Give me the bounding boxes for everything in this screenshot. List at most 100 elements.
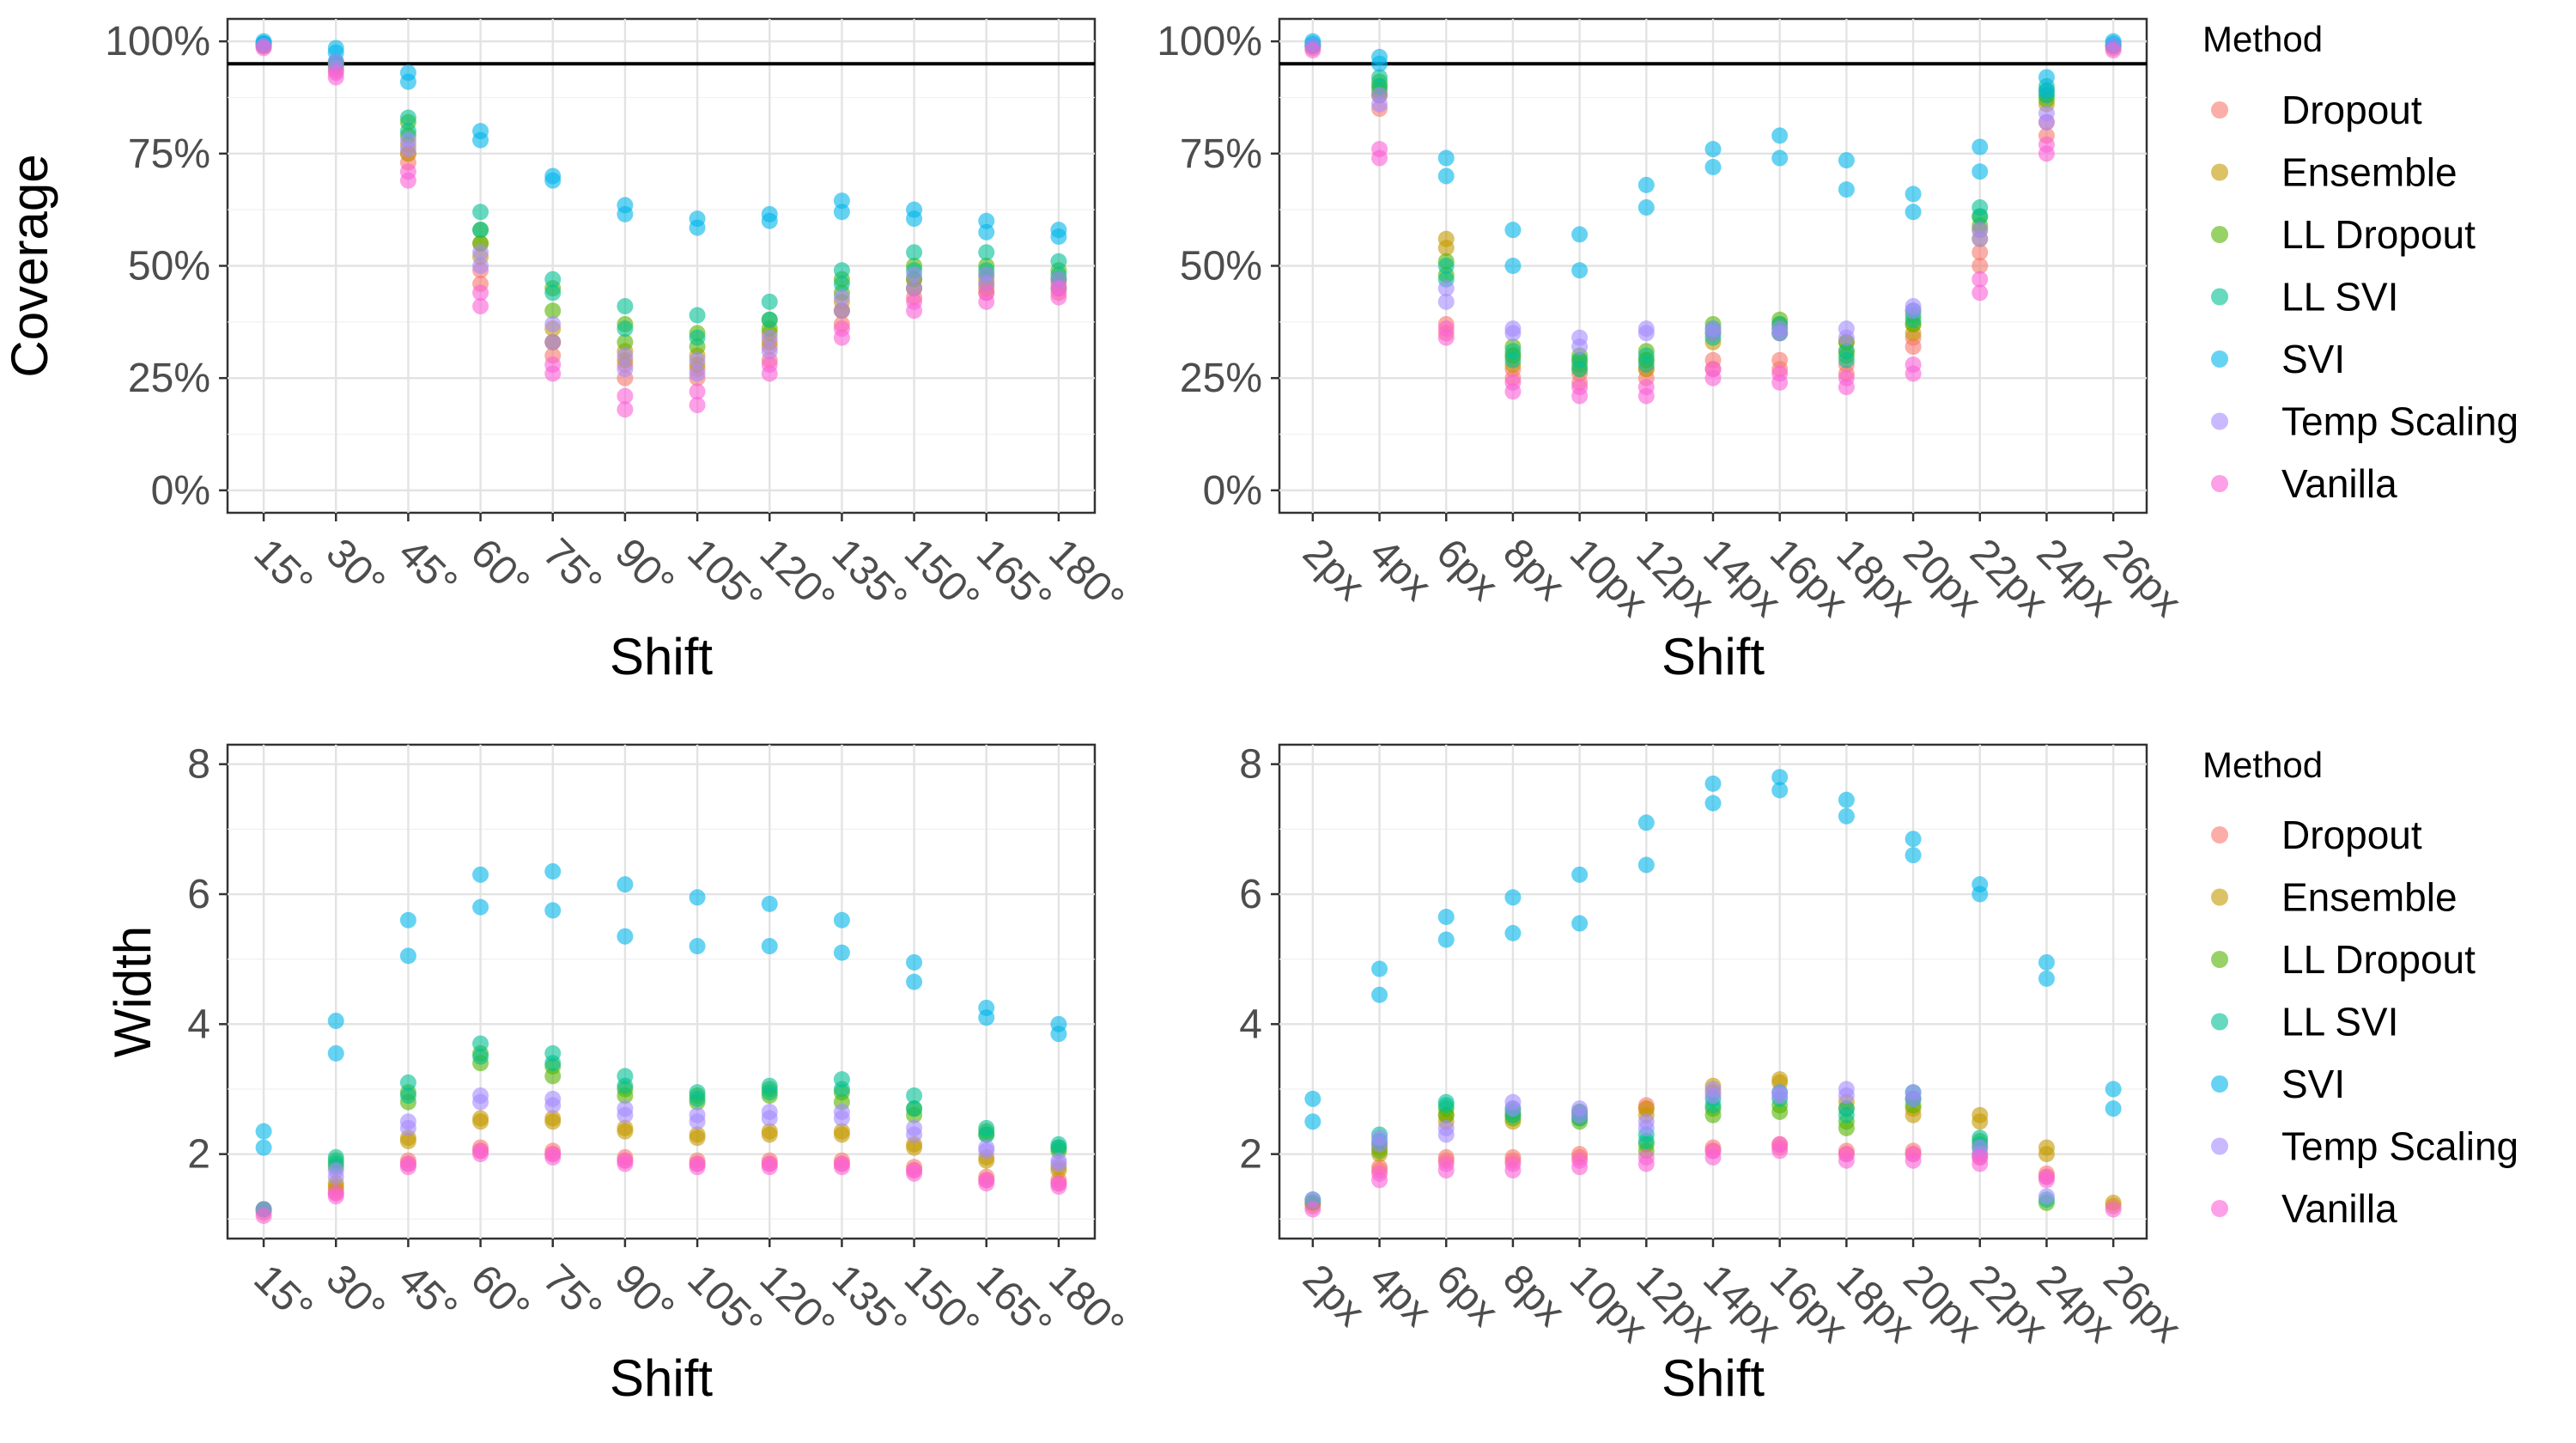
data-point: [1437, 1155, 1455, 1172]
data-point: [906, 293, 923, 310]
data-point: [1704, 141, 1722, 158]
data-point: [1437, 167, 1455, 185]
data-point: [1571, 379, 1589, 396]
data-point: [1704, 795, 1722, 812]
data-point: [906, 953, 923, 971]
data-point: [1571, 262, 1589, 279]
data-point: [1771, 351, 1789, 368]
data-point: [906, 244, 923, 261]
legend-label: SVI: [2281, 337, 2345, 381]
legend-label: LL Dropout: [2281, 937, 2476, 982]
data-point: [2038, 970, 2055, 987]
y-tick-label: 4: [187, 1002, 210, 1047]
data-point: [1371, 87, 1388, 104]
legend-item: Ensemble: [2211, 150, 2458, 195]
data-point: [1905, 831, 1922, 848]
data-point: [544, 333, 562, 350]
data-point: [2038, 1139, 2055, 1156]
data-point: [761, 938, 778, 955]
y-tick-label: 6: [1239, 872, 1262, 917]
data-point: [1571, 226, 1589, 243]
x-axis-title: Shift: [1662, 628, 1765, 685]
data-point: [1437, 149, 1455, 167]
data-point: [1050, 1152, 1067, 1169]
data-point: [833, 275, 850, 292]
data-point: [544, 302, 562, 320]
legend-key: [2211, 163, 2228, 181]
panel-width-translation: 2 4 6 8 2px4px6px8px10px12px14px16px18px20px…: [1239, 742, 2190, 1407]
data-point: [1971, 199, 1989, 216]
data-point: [761, 329, 778, 346]
data-point: [1771, 127, 1789, 144]
data-point: [1637, 814, 1655, 831]
data-point: [833, 320, 850, 338]
data-point: [617, 401, 634, 418]
data-point: [327, 1184, 344, 1202]
data-point: [1905, 204, 1922, 221]
x-tick-label: 30°: [317, 530, 393, 606]
data-point: [1905, 1146, 1922, 1163]
x-tick-label: 60°: [462, 530, 538, 606]
x-tick-label: 45°: [390, 1256, 466, 1332]
legend-item: SVI: [2211, 1062, 2345, 1106]
data-point: [544, 271, 562, 288]
y-tick-label: 8: [1239, 742, 1262, 788]
data-point: [617, 1068, 634, 1085]
data-point: [1504, 222, 1522, 239]
legend-label: Ensemble: [2281, 150, 2458, 195]
data-point: [2038, 69, 2055, 86]
data-point: [761, 212, 778, 229]
x-tick-label: 135°: [823, 530, 916, 623]
x-tick-label: 8px: [1494, 530, 1573, 609]
x-tick-label: 15°: [245, 530, 321, 606]
data-point: [1905, 298, 1922, 315]
data-point: [1504, 374, 1522, 391]
legend: Method Dropout Ensemble LL Dropout LL SVI SVI…: [2202, 19, 2518, 506]
data-point: [1304, 1090, 1321, 1107]
x-axis: 2px4px6px8px10px12px14px16px18px20px22px…: [1294, 513, 2190, 625]
y-tick-label: 2: [1239, 1132, 1262, 1178]
data-point: [1050, 253, 1067, 270]
data-point: [761, 293, 778, 310]
data-point: [1371, 986, 1388, 1003]
data-point: [399, 1113, 416, 1130]
data-point: [761, 1077, 778, 1094]
data-point: [399, 911, 416, 929]
data-point: [978, 1139, 995, 1156]
data-point: [1504, 258, 1522, 274]
data-point: [978, 284, 995, 301]
data-point: [1971, 271, 1989, 288]
legend-item: Temp Scaling: [2211, 1124, 2518, 1169]
data-point: [1838, 152, 1855, 169]
data-point: [833, 289, 850, 306]
data-point: [1504, 1093, 1522, 1111]
data-point: [1504, 889, 1522, 906]
data-point: [1371, 1129, 1388, 1147]
data-point: [689, 383, 706, 400]
data-point: [761, 356, 778, 373]
panel-width-rotation: 2 4 6 8 15°30°45°60°75°90°105°120°135°150°16…: [104, 742, 1133, 1407]
data-point: [1905, 356, 1922, 373]
data-point: [1571, 866, 1589, 883]
data-point: [1571, 329, 1589, 346]
data-point: [1771, 1084, 1789, 1101]
y-tick-label: 0%: [151, 468, 210, 514]
data-point: [906, 1162, 923, 1179]
data-point: [833, 302, 850, 320]
legend-label: LL Dropout: [2281, 212, 2476, 257]
data-point: [399, 109, 416, 126]
y-axis-title: Coverage: [1, 154, 58, 377]
y-tick-label: 0%: [1203, 468, 1262, 514]
legend-item: LL SVI: [2211, 1000, 2398, 1044]
data-point: [544, 1044, 562, 1062]
data-points: [1304, 769, 2122, 1218]
data-point: [472, 204, 489, 221]
data-point: [833, 1123, 850, 1140]
data-point: [689, 1084, 706, 1101]
data-point: [1571, 1152, 1589, 1169]
legend-item: LL Dropout: [2211, 937, 2476, 982]
data-point: [617, 1100, 634, 1117]
data-point: [1771, 782, 1789, 799]
data-point: [1704, 1142, 1722, 1160]
data-point: [2038, 82, 2055, 100]
